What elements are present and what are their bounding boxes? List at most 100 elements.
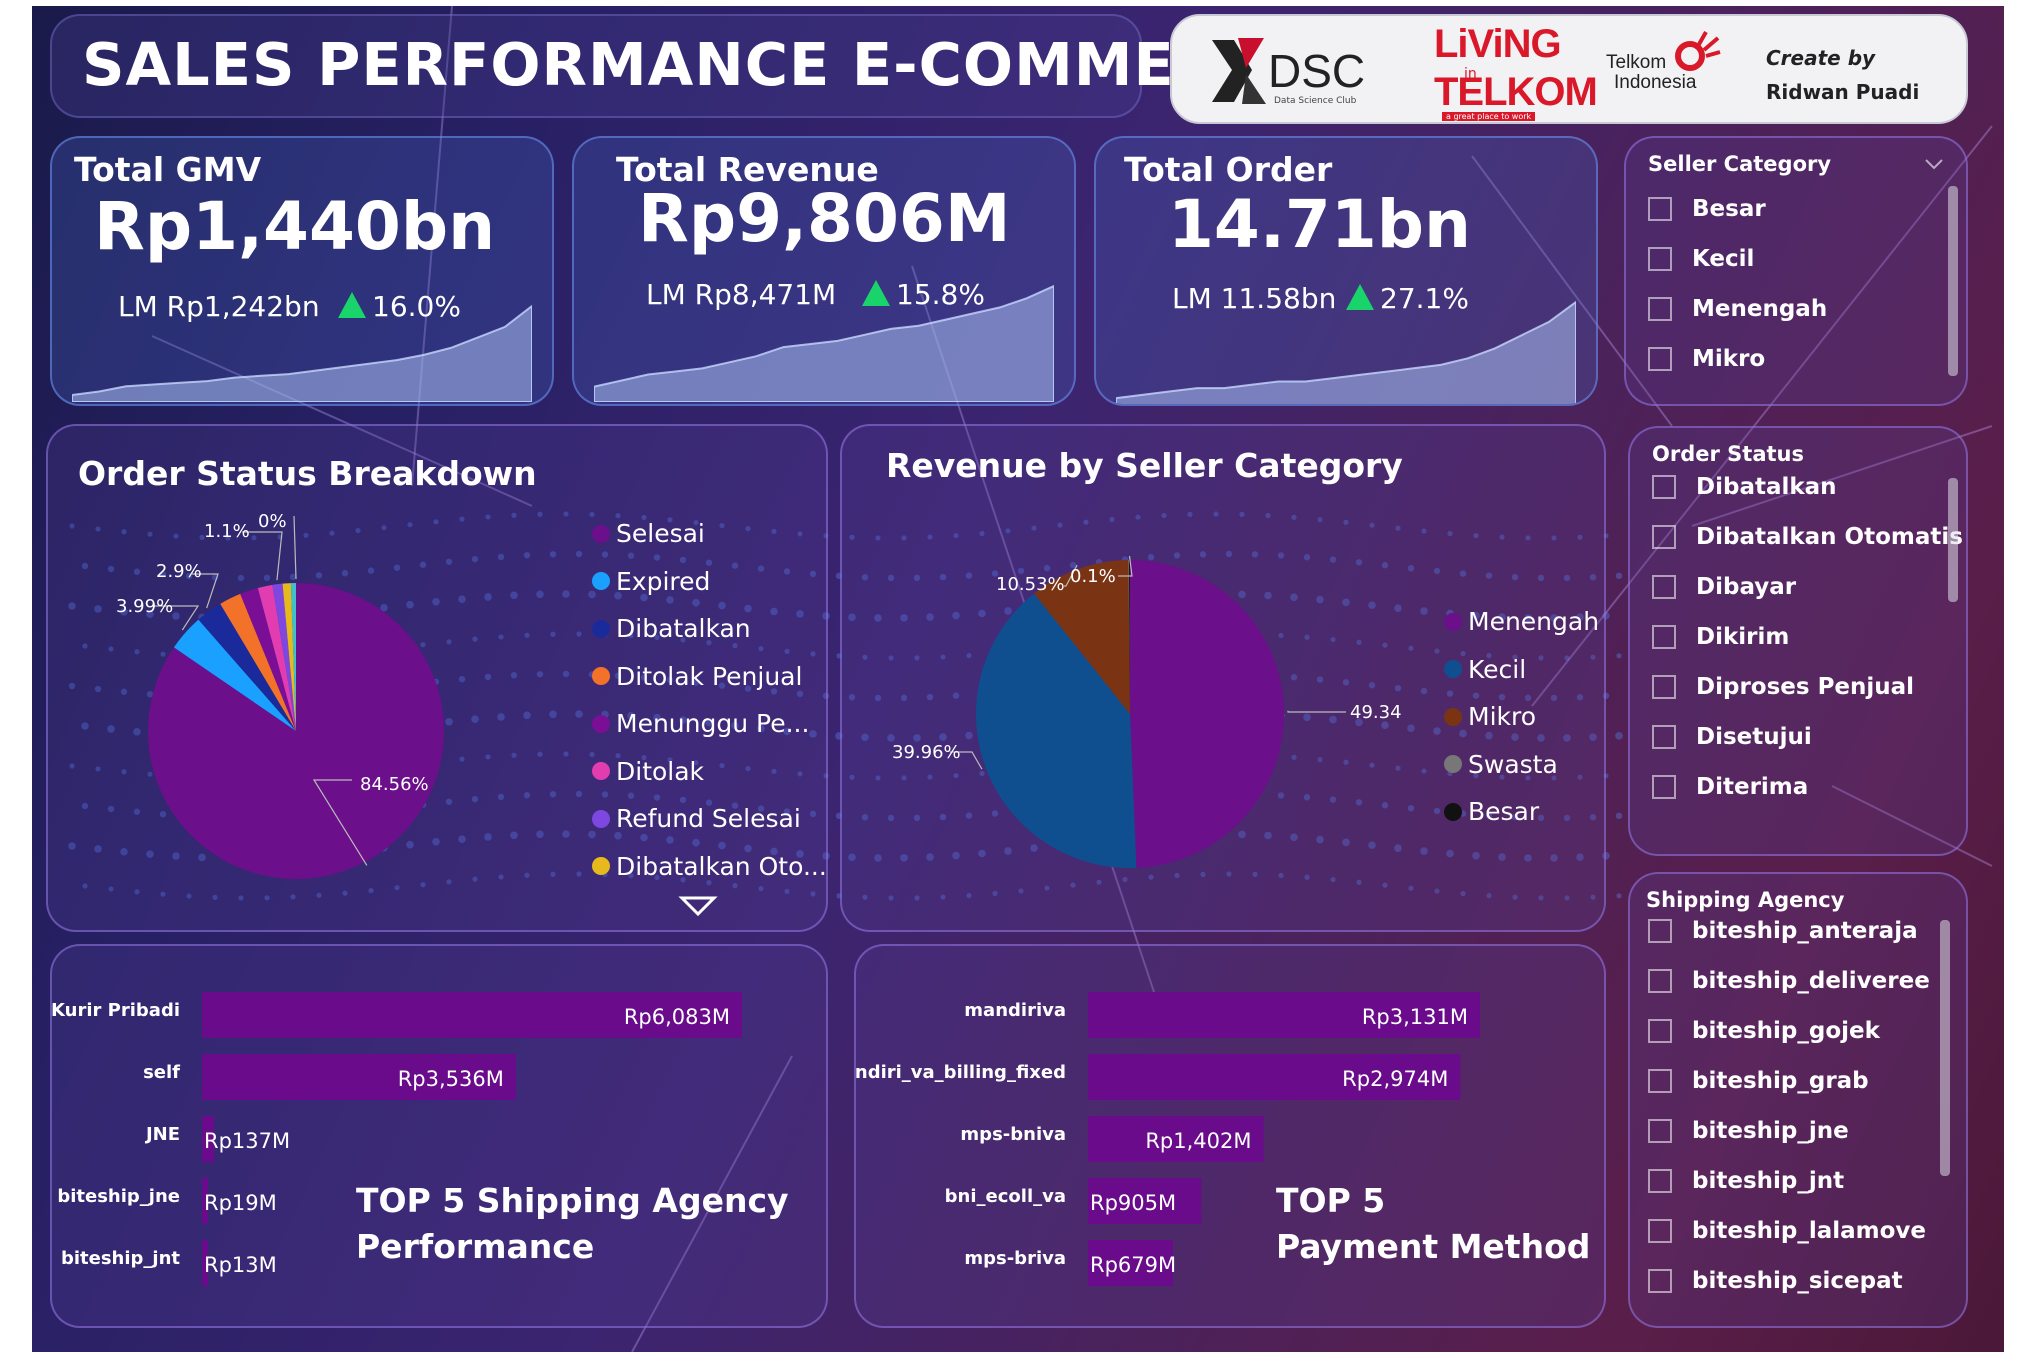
- slicer-option[interactable]: biteship_anteraja: [1648, 906, 1930, 956]
- checkbox[interactable]: [1652, 475, 1676, 499]
- checkbox[interactable]: [1648, 247, 1672, 271]
- page-title: SALES PERFORMANCE E-COMMERCE: [82, 30, 1307, 99]
- background-dot: [783, 808, 791, 815]
- background-dot: [212, 894, 218, 900]
- checkbox[interactable]: [1648, 969, 1672, 993]
- slicer-option[interactable]: Dikirim: [1652, 612, 1963, 662]
- background-dot: [1525, 775, 1531, 781]
- order-status-pie[interactable]: 84.56% 3.99% 2.9%1.1% 0%: [48, 486, 528, 926]
- background-dot: [1043, 564, 1051, 572]
- scroll-down-icon[interactable]: [678, 894, 718, 918]
- checkbox[interactable]: [1652, 525, 1676, 549]
- revenue-seller-legend[interactable]: Menengah Kecil Mikro Swasta Besar: [1444, 598, 1599, 836]
- background-dot: [900, 854, 908, 862]
- slicer-option[interactable]: biteship_lalamove: [1648, 1206, 1930, 1256]
- background-dot: [862, 654, 868, 660]
- legend-item[interactable]: Dibatalkan: [592, 605, 826, 653]
- slicer-option[interactable]: Dibatalkan Otomatis: [1652, 512, 1963, 562]
- background-dot: [1395, 765, 1401, 771]
- legend-item[interactable]: Dibatalkan Oto...: [592, 843, 826, 891]
- background-dot: [1434, 888, 1440, 894]
- slicer-option[interactable]: Diproses Penjual: [1652, 662, 1963, 712]
- payment-method-bar-chart[interactable]: mandiriva Rp3,131M mandiri_va_billing_fixe…: [856, 946, 1606, 1328]
- checkbox[interactable]: [1648, 1019, 1672, 1043]
- slicer-option[interactable]: Kecil: [1648, 234, 1827, 284]
- checkbox[interactable]: [1648, 1269, 1672, 1293]
- slicer-option[interactable]: Mikro: [1648, 334, 1827, 384]
- legend-item[interactable]: Refund Selesai: [592, 795, 826, 843]
- checkbox[interactable]: [1648, 1219, 1672, 1243]
- checkbox[interactable]: [1648, 919, 1672, 943]
- slicer-option[interactable]: biteship_jne: [1648, 1106, 1930, 1156]
- checkbox[interactable]: [1648, 1169, 1672, 1193]
- kpi-card-order[interactable]: Total Order 14.71bn LM 11.58bn 27.1%: [1094, 136, 1598, 406]
- legend-item[interactable]: Ditolak: [592, 748, 826, 796]
- pie-slice: [1130, 560, 1284, 868]
- kpi-card-revenue[interactable]: Total Revenue Rp9,806M LM Rp8,471M 15.8%: [572, 136, 1076, 406]
- background-dot: [237, 574, 245, 582]
- slicer-option-label: Mikro: [1692, 346, 1766, 372]
- checkbox[interactable]: [1652, 625, 1676, 649]
- kpi-card-gmv[interactable]: Total GMV Rp1,440bn LM Rp1,242bn 16.0%: [50, 136, 554, 406]
- background-dot: [549, 551, 557, 558]
- legend-item[interactable]: Besar: [1444, 788, 1599, 836]
- checkbox[interactable]: [1652, 675, 1676, 699]
- legend-item[interactable]: Expired: [592, 558, 826, 606]
- scrollbar[interactable]: [1948, 186, 1958, 376]
- legend-item[interactable]: Ditolak Penjual: [592, 653, 826, 701]
- background-dot: [563, 751, 569, 757]
- checkbox[interactable]: [1648, 347, 1672, 371]
- background-dot: [758, 885, 764, 892]
- background-dot: [524, 872, 530, 878]
- legend-item[interactable]: Swasta: [1444, 741, 1599, 789]
- scrollbar[interactable]: [1948, 478, 1958, 602]
- trend-up-icon: [1346, 284, 1374, 310]
- checkbox[interactable]: [1652, 725, 1676, 749]
- slicer-option[interactable]: biteship_grab: [1648, 1056, 1930, 1106]
- background-dot: [225, 535, 231, 541]
- checkbox[interactable]: [1648, 1069, 1672, 1093]
- legend-item[interactable]: Mikro: [1444, 693, 1599, 741]
- legend-swatch: [592, 619, 610, 638]
- category-label: mps-bniva: [960, 1124, 1066, 1145]
- legend-item[interactable]: Selesai: [592, 510, 826, 558]
- background-dot: [316, 892, 322, 898]
- slicer-option[interactable]: biteship_jnt: [1648, 1156, 1930, 1206]
- slicer-option[interactable]: Disetujui: [1652, 712, 1963, 762]
- order-status-legend[interactable]: Selesai Expired Dibatalkan Ditolak Penjual M…: [592, 510, 826, 891]
- telkom-logo-line1: Telkom: [1606, 52, 1667, 73]
- legend-item[interactable]: Menunggu Pe...: [592, 700, 826, 748]
- slicer-option[interactable]: biteship_deliveree: [1648, 956, 1930, 1006]
- background-dot: [953, 532, 959, 539]
- background-dot: [1512, 894, 1518, 900]
- background-dot: [1498, 853, 1506, 861]
- scrollbar[interactable]: [1940, 920, 1950, 1176]
- legend-item[interactable]: Menengah: [1444, 598, 1599, 646]
- slicer-option[interactable]: Menengah: [1648, 284, 1827, 334]
- background-dot: [848, 694, 856, 701]
- slicer-option[interactable]: Besar: [1648, 184, 1827, 234]
- background-dot: [69, 763, 75, 769]
- checkbox[interactable]: [1652, 775, 1676, 799]
- slicer-option[interactable]: Dibayar: [1652, 562, 1963, 612]
- legend-label: Expired: [616, 566, 711, 596]
- slicer-option[interactable]: biteship_sicepat: [1648, 1256, 1930, 1306]
- background-dot: [614, 831, 622, 840]
- slicer-option[interactable]: Dibatalkan: [1652, 462, 1963, 512]
- background-dot: [666, 596, 674, 604]
- background-line: [411, 6, 453, 487]
- checkbox[interactable]: [1648, 197, 1672, 221]
- background-dot: [1564, 655, 1570, 661]
- legend-item[interactable]: Kecil: [1444, 646, 1599, 694]
- checkbox[interactable]: [1648, 297, 1672, 321]
- chevron-down-icon[interactable]: [1924, 158, 1944, 170]
- checkbox[interactable]: [1652, 575, 1676, 599]
- background-dot: [420, 882, 426, 888]
- checkbox[interactable]: [1648, 1119, 1672, 1143]
- revenue-seller-pie[interactable]: 49.34% 39.96% 10.53%0.1%: [842, 486, 1402, 926]
- background-dot: [641, 514, 647, 521]
- shipping-agency-bar-chart[interactable]: Kurir Pribadi Rp6,083M self Rp3,536M JNE Rp13…: [52, 946, 828, 1328]
- background-dot: [901, 775, 907, 781]
- slicer-option[interactable]: biteship_gojek: [1648, 1006, 1930, 1056]
- slicer-option[interactable]: Diterima: [1652, 762, 1963, 812]
